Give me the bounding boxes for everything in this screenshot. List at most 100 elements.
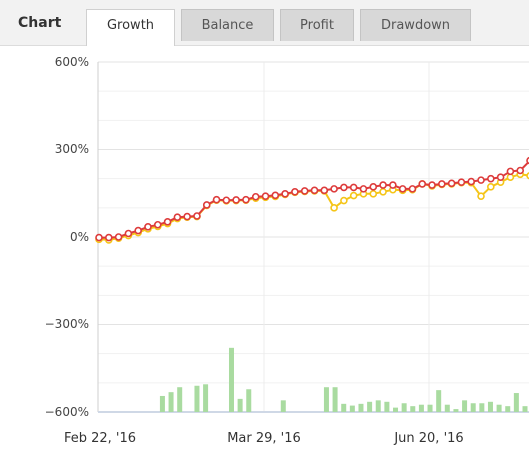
red-series-point [261, 192, 270, 200]
red-series-point [467, 177, 476, 186]
yellow-series-point [477, 192, 485, 200]
bar [367, 401, 373, 412]
x-axis-ticks: Feb 22, '16 Mar 29, '16 Jun 20, '16 [64, 431, 464, 446]
bar [418, 404, 424, 412]
red-series-point [496, 173, 505, 182]
red-series-point [291, 187, 299, 196]
bar [177, 387, 183, 412]
red-series-point [340, 183, 348, 192]
bar [194, 385, 200, 412]
bar [410, 406, 416, 412]
red-series-point [114, 233, 123, 241]
bar [444, 404, 450, 412]
red-series-point [173, 213, 182, 221]
x-tick-label: Jun 20, '16 [393, 431, 463, 446]
red-series-point [457, 178, 466, 186]
red-series-point [438, 180, 446, 188]
red-series-point [183, 212, 191, 221]
growth-chart: 600% 300% 0% −300% −600% Feb 22, '16 Mar… [45, 55, 529, 446]
bar-series [159, 347, 528, 412]
red-series-point [202, 201, 211, 209]
red-series-point [359, 185, 368, 193]
red-series-point [447, 179, 456, 188]
red-series-point [418, 180, 427, 188]
red-series-point [320, 186, 329, 195]
red-series-point [271, 191, 280, 200]
red-series-point [281, 190, 289, 198]
y-tick-label: −300% [45, 317, 89, 331]
bar [436, 390, 442, 412]
yellow-series-point [369, 190, 378, 198]
red-series-point [222, 196, 231, 205]
x-tick-label: Mar 29, '16 [227, 431, 301, 446]
red-series-point [408, 185, 417, 193]
bar [427, 404, 433, 412]
yellow-series-point [340, 196, 348, 205]
red-series-point [379, 181, 387, 189]
y-tick-label: 0% [70, 230, 89, 244]
bar [453, 409, 459, 412]
bar [246, 389, 252, 412]
red-series-point [134, 226, 142, 235]
line-series [95, 156, 529, 244]
bar [505, 406, 511, 412]
bar [479, 403, 485, 412]
red-series-point [153, 220, 162, 229]
red-series-point [506, 167, 515, 176]
bar [323, 387, 329, 412]
yellow-series-point [379, 187, 387, 196]
bar [384, 401, 390, 412]
x-tick-label: Feb 22, '16 [64, 431, 136, 446]
red-series-point [487, 174, 495, 183]
red-series-point [95, 233, 103, 242]
red-series-point [330, 185, 338, 193]
red-series-point [242, 195, 250, 204]
red-series-point [251, 192, 260, 201]
y-tick-label: 300% [55, 142, 89, 156]
bar [168, 392, 174, 412]
red-series-point [477, 176, 485, 184]
bar [341, 403, 347, 412]
red-series-point [300, 187, 309, 195]
tab-growth[interactable]: Growth [86, 9, 175, 46]
red-series-point [349, 183, 358, 192]
chart-tab-bar: Chart Growth Balance Profit Drawdown [0, 0, 529, 46]
yellow-series-point [349, 191, 358, 200]
bar [513, 393, 519, 412]
bar [228, 347, 234, 412]
bar [401, 403, 407, 412]
red-series-line [99, 160, 529, 239]
red-series-point [124, 229, 133, 238]
bar [349, 405, 355, 412]
bar [159, 395, 165, 412]
bar [393, 407, 399, 412]
red-series-point [193, 212, 201, 220]
bar [280, 400, 286, 412]
y-tick-label: 600% [55, 55, 89, 69]
red-series-point [398, 185, 407, 193]
red-series-point [389, 181, 397, 189]
bar [462, 400, 468, 412]
red-series-point [369, 183, 378, 191]
bar [470, 403, 476, 412]
red-series-point [212, 195, 221, 204]
tab-balance[interactable]: Balance [181, 9, 274, 41]
y-axis-ticks: 600% 300% 0% −300% −600% [45, 55, 89, 419]
tab-profit[interactable]: Profit [280, 9, 354, 41]
bar [332, 387, 338, 412]
red-series-point [104, 233, 113, 242]
tab-drawdown[interactable]: Drawdown [360, 9, 471, 41]
bar [237, 398, 243, 412]
yellow-series-point [487, 183, 495, 191]
bar [358, 403, 364, 412]
red-series-point [428, 181, 436, 189]
chart-section-label: Chart [18, 15, 62, 31]
red-series-point [232, 196, 240, 204]
y-tick-label: −600% [45, 405, 89, 419]
chart-grid [97, 61, 529, 413]
bar [487, 401, 493, 412]
bar [522, 406, 528, 412]
bar [496, 404, 502, 412]
red-series-point [163, 218, 172, 226]
bar [375, 400, 381, 412]
